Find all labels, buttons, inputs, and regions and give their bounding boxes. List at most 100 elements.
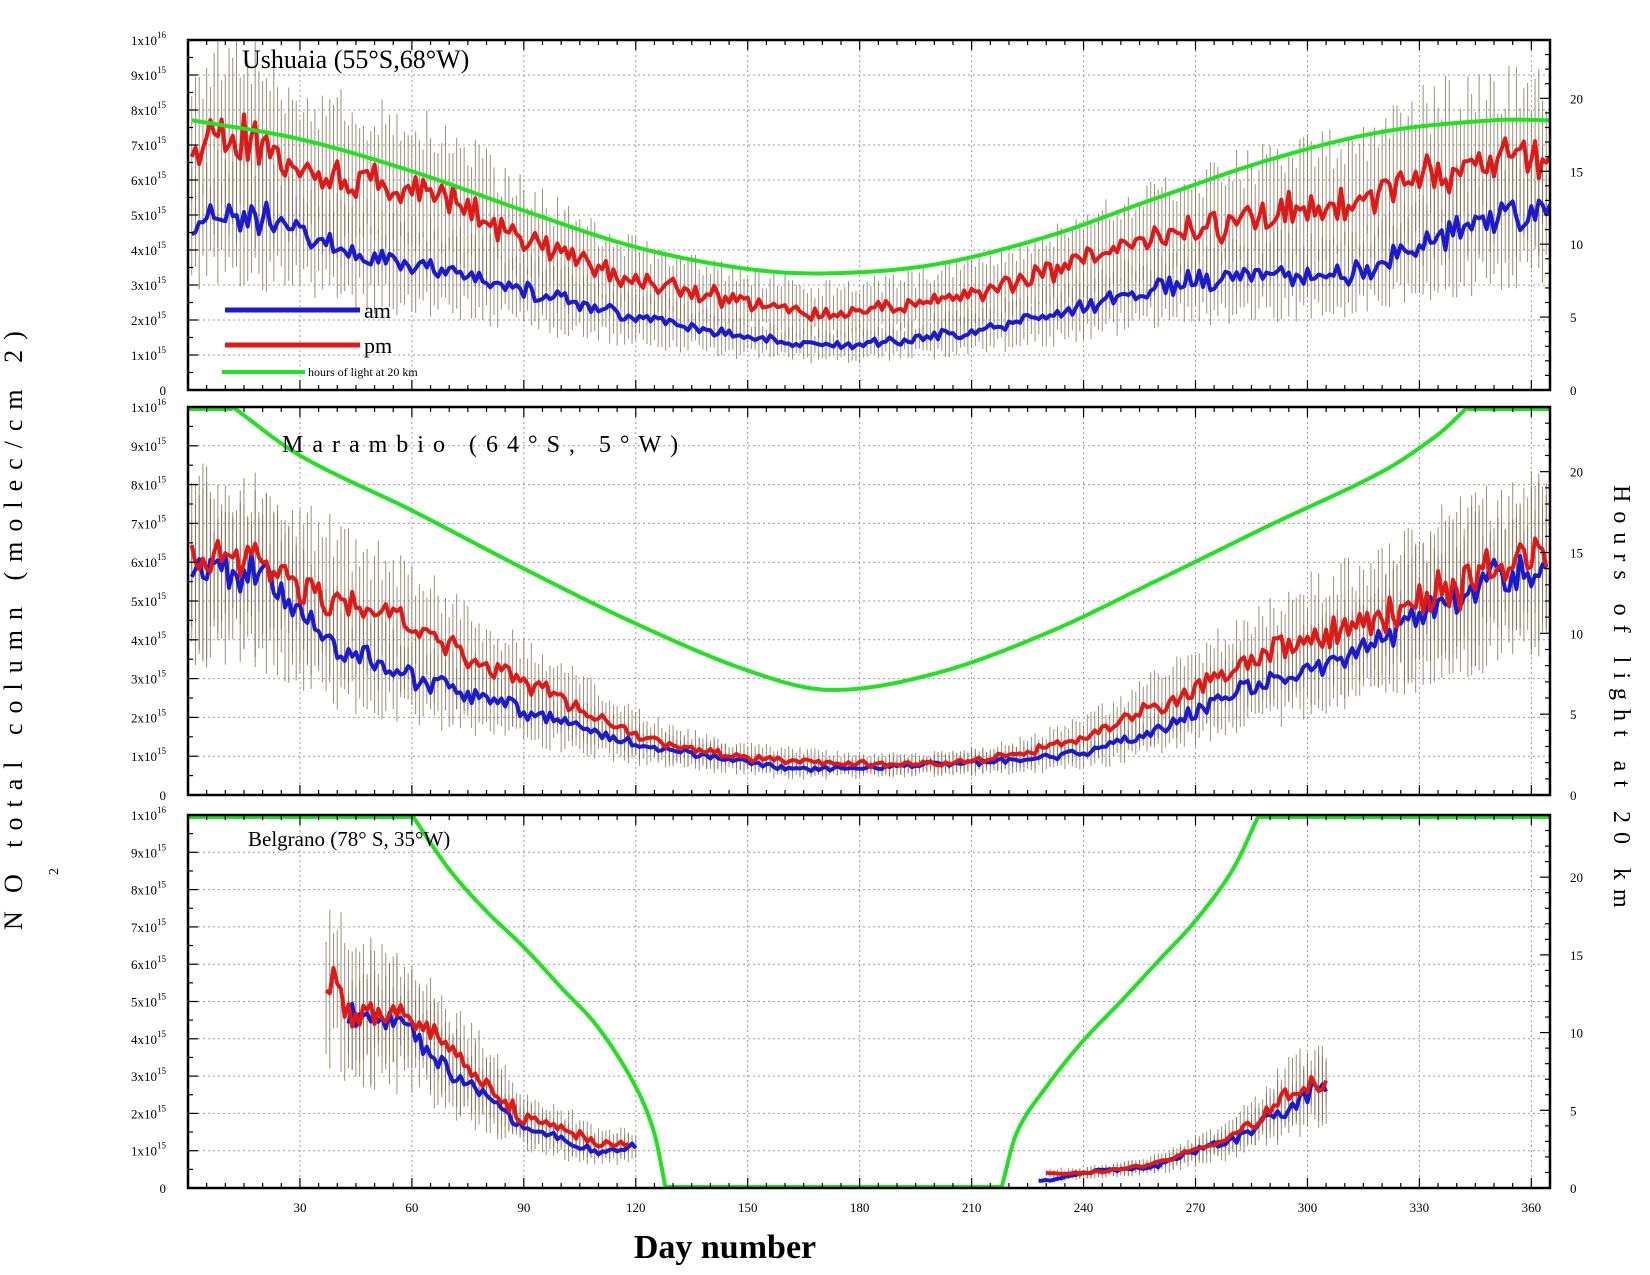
data-layer — [188, 407, 1550, 780]
tick-label-x-4: 150 — [738, 1200, 758, 1215]
panel-1: 0 1x1015 2x1015 3x1015 4x1015 5x1015 6x1015 7x1… — [131, 30, 1583, 398]
tick-label-x-3: 120 — [626, 1200, 646, 1215]
tick-label-y2-0: 0 — [1570, 1181, 1577, 1196]
series-line-pm-seg-1 — [189, 536, 1549, 770]
tick-label-x-11: 360 — [1522, 1200, 1542, 1215]
tick-label-y-1: 1x1015 — [131, 345, 167, 363]
tick-label-y-10: 1x1016 — [131, 397, 167, 415]
tick-label-x-2: 90 — [517, 1200, 530, 1215]
tick-label-y2-3: 15 — [1570, 164, 1583, 179]
tick-label-y-5: 5x1015 — [131, 591, 167, 609]
grid — [188, 815, 1550, 1188]
grid — [188, 407, 1550, 795]
tick-label-y-0: 0 — [160, 788, 167, 803]
panel-title-1: Ushuaia (55°S,68°W) — [242, 45, 469, 74]
tick-label-y-5: 5x1015 — [131, 205, 167, 223]
tick-marks — [188, 39, 1550, 391]
tick-label-y-1: 1x1015 — [131, 1141, 167, 1159]
tick-label-y2-2: 10 — [1570, 626, 1583, 641]
tick-label-y-1: 1x1015 — [131, 746, 167, 764]
data-layer — [188, 815, 1550, 1188]
legend-label-am: am — [364, 298, 391, 323]
tick-label-y2-0: 0 — [1570, 788, 1577, 803]
tick-label-y2-1: 5 — [1570, 310, 1577, 325]
tick-label-y-6: 6x1015 — [131, 954, 167, 972]
tick-label-y-10: 1x1016 — [131, 805, 167, 823]
tick-label-y2-3: 15 — [1570, 948, 1583, 963]
tick-label-x-10: 330 — [1410, 1200, 1430, 1215]
error-bars-am — [347, 944, 1327, 1183]
panel-title-3: Belgrano (78° S, 35°W) — [248, 827, 450, 851]
series-line-hours-of-light-seg-1 — [410, 815, 668, 1188]
tick-label-y-9: 9x1015 — [131, 436, 167, 454]
series-line-pm-seg-1 — [324, 966, 630, 1149]
tick-label-y2-2: 10 — [1570, 237, 1583, 252]
tick-label-y-3: 3x1015 — [131, 275, 167, 293]
tick-label-x-1: 60 — [405, 1200, 418, 1215]
tick-label-y-0: 0 — [160, 383, 167, 398]
error-bars-pm — [325, 909, 1327, 1180]
tick-label-x-9: 300 — [1298, 1200, 1318, 1215]
tick-label-y-9: 9x1015 — [131, 65, 167, 83]
series-line-am-seg-1 — [346, 1001, 638, 1157]
tick-label-y-4: 4x1015 — [131, 240, 167, 258]
tick-label-y-0: 0 — [160, 1181, 167, 1196]
series-line-am-seg-2 — [1038, 1082, 1328, 1183]
panel-title-2: Marambio (64°S, 5°W) — [282, 432, 687, 458]
y-axis-title-group: N 2 O total column (molec/cm 2) — [0, 321, 62, 930]
panel-2: 0 1x1015 2x1015 3x1015 4x1015 5x1015 6x1015 7x1… — [131, 397, 1583, 803]
tick-label-y-8: 8x1015 — [131, 475, 167, 493]
y-axis-title-main: N — [0, 911, 28, 930]
tick-label-x-8: 270 — [1186, 1200, 1206, 1215]
tick-label-y2-4: 20 — [1570, 870, 1583, 885]
tick-label-y2-1: 5 — [1570, 1103, 1577, 1118]
tick-marks — [188, 406, 1550, 796]
series-line-am-seg-1 — [190, 198, 1550, 351]
tick-label-y-7: 7x1015 — [131, 917, 167, 935]
error-bars-pm — [191, 40, 1550, 347]
tick-label-y-6: 6x1015 — [131, 170, 167, 188]
legend: am pm hours of light at 20 km — [222, 298, 418, 379]
data-layer — [189, 40, 1550, 364]
tick-label-x-6: 210 — [962, 1200, 982, 1215]
tick-label-y-5: 5x1015 — [131, 992, 167, 1010]
panels: 0 1x1015 2x1015 3x1015 4x1015 5x1015 6x1015 7x1… — [131, 30, 1583, 1215]
series-line-am-seg-1 — [189, 551, 1548, 774]
tick-label-y-9: 9x1015 — [131, 842, 167, 860]
tick-label-y-2: 2x1015 — [131, 310, 167, 328]
tick-label-y2-4: 20 — [1570, 465, 1583, 480]
legend-label-pm: pm — [364, 333, 392, 358]
series-line-hours-of-light-seg-2 — [999, 815, 1261, 1188]
tick-label-x-0: 30 — [293, 1200, 306, 1215]
tick-label-y2-1: 5 — [1570, 707, 1577, 722]
series-line-pm-seg-1 — [189, 112, 1550, 322]
y-axis-title-subscript: 2 — [47, 868, 62, 875]
legend-label-light: hours of light at 20 km — [308, 365, 418, 379]
tick-label-y-7: 7x1015 — [131, 135, 167, 153]
tick-label-y-2: 2x1015 — [131, 1103, 167, 1121]
tick-label-y-3: 3x1015 — [131, 1066, 167, 1084]
tick-label-y-3: 3x1015 — [131, 669, 167, 687]
y2-axis-title: Hours of light at 20 km — [1608, 485, 1634, 917]
tick-label-y2-3: 15 — [1570, 546, 1583, 561]
tick-label-y-6: 6x1015 — [131, 552, 167, 570]
tick-label-y-10: 1x1016 — [131, 30, 167, 48]
tick-label-x-5: 180 — [850, 1200, 870, 1215]
tick-label-x-7: 240 — [1074, 1200, 1094, 1215]
tick-label-y-4: 4x1015 — [131, 1029, 167, 1047]
tick-marks — [188, 814, 1550, 1189]
tick-label-y-4: 4x1015 — [131, 630, 167, 648]
tick-label-y2-4: 20 — [1570, 91, 1583, 106]
panel-3: 0 1x1015 2x1015 3x1015 4x1015 5x1015 6x1015 7x1… — [131, 805, 1583, 1215]
tick-label-y2-0: 0 — [1570, 383, 1577, 398]
tick-label-y-2: 2x1015 — [131, 707, 167, 725]
y-axis-title-rest: O total column (molec/cm 2) — [0, 321, 28, 893]
series-line-hours-of-light-seg-1 — [231, 407, 1470, 693]
tick-label-y-8: 8x1015 — [131, 880, 167, 898]
series-line-hours-of-light-seg-1 — [191, 117, 1550, 276]
error-bars-pm — [191, 463, 1547, 778]
tick-label-y-8: 8x1015 — [131, 100, 167, 118]
series-line-pm-seg-2 — [1045, 1075, 1328, 1177]
tick-label-y-7: 7x1015 — [131, 513, 167, 531]
